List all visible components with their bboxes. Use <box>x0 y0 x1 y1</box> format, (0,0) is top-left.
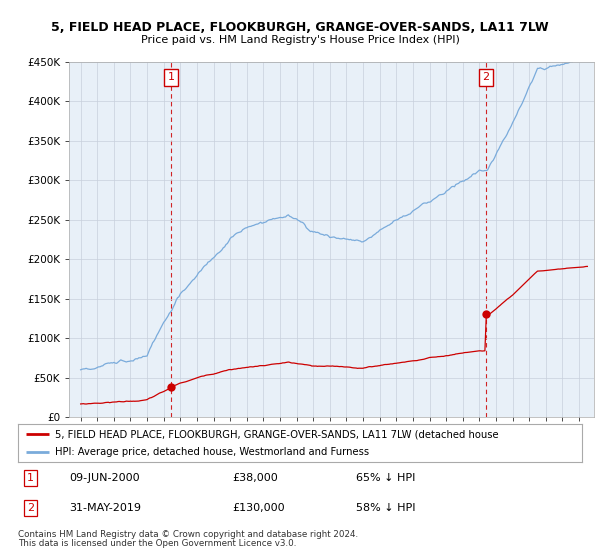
Text: £130,000: £130,000 <box>232 503 285 514</box>
Text: 58% ↓ HPI: 58% ↓ HPI <box>356 503 416 514</box>
Text: £38,000: £38,000 <box>232 473 278 483</box>
Text: 1: 1 <box>27 473 34 483</box>
Text: HPI: Average price, detached house, Westmorland and Furness: HPI: Average price, detached house, West… <box>55 447 369 457</box>
Text: 5, FIELD HEAD PLACE, FLOOKBURGH, GRANGE-OVER-SANDS, LA11 7LW (detached house: 5, FIELD HEAD PLACE, FLOOKBURGH, GRANGE-… <box>55 429 498 439</box>
Text: 1: 1 <box>167 72 175 82</box>
Text: 65% ↓ HPI: 65% ↓ HPI <box>356 473 416 483</box>
Text: 09-JUN-2000: 09-JUN-2000 <box>69 473 139 483</box>
Text: 5, FIELD HEAD PLACE, FLOOKBURGH, GRANGE-OVER-SANDS, LA11 7LW: 5, FIELD HEAD PLACE, FLOOKBURGH, GRANGE-… <box>51 21 549 34</box>
Text: 2: 2 <box>27 503 34 514</box>
Text: Price paid vs. HM Land Registry's House Price Index (HPI): Price paid vs. HM Land Registry's House … <box>140 35 460 45</box>
Text: 2: 2 <box>482 72 490 82</box>
Text: Contains HM Land Registry data © Crown copyright and database right 2024.: Contains HM Land Registry data © Crown c… <box>18 530 358 539</box>
Text: This data is licensed under the Open Government Licence v3.0.: This data is licensed under the Open Gov… <box>18 539 296 548</box>
Text: 31-MAY-2019: 31-MAY-2019 <box>69 503 141 514</box>
